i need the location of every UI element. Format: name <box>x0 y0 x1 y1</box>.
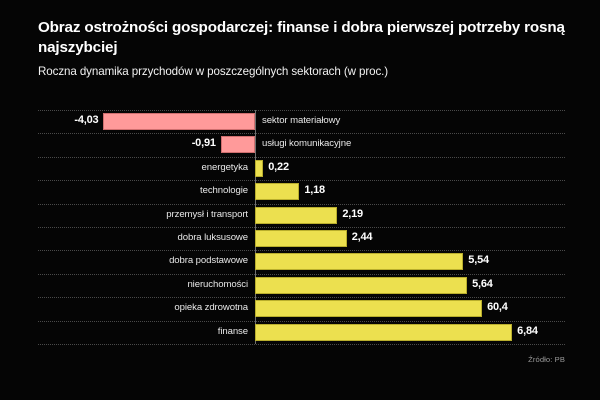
bar-value-label: 5,54 <box>468 254 489 267</box>
category-label: nieruchomości <box>187 278 248 290</box>
bar-dobra-podstawowe[interactable] <box>255 253 464 271</box>
chart-bar-row[interactable]: dobra luksusowe 2,44 <box>38 227 565 250</box>
chart-bar-row[interactable]: finanse 6,84 <box>38 321 565 344</box>
chart-header: Obraz ostrożności gospodarczej: finanse … <box>38 18 568 80</box>
chart-bar-row[interactable]: sektor materiałowy -4,03 <box>38 110 565 133</box>
bar-value-label: -4,03 <box>74 114 99 126</box>
category-label: energetyka <box>201 161 249 173</box>
bar-usługi-komunikacyjne[interactable] <box>220 136 255 154</box>
gridline <box>38 250 565 252</box>
bar-value-label: 0,22 <box>268 160 289 173</box>
bar-value-label: 1,18 <box>304 184 325 197</box>
chart-bar-row[interactable]: usługi komunikacyjne -0,91 <box>38 133 565 156</box>
bar-chart-plot-area: sektor materiałowy -4,03 usługi komunikacy… <box>38 110 565 345</box>
category-label: opieka zdrowotna <box>174 302 248 314</box>
bar-sektor-materiałowy[interactable] <box>103 113 255 130</box>
bar-value-label: 2,19 <box>342 207 363 220</box>
category-label: dobra luksusowe <box>177 232 249 243</box>
bar-technologie[interactable] <box>255 183 300 201</box>
gridline <box>38 273 565 275</box>
bar-value-label: -0,91 <box>191 137 216 150</box>
bar-value-label: 60,4 <box>487 301 508 314</box>
category-label: usługi komunikacyjne <box>262 138 352 150</box>
gridline <box>38 297 565 299</box>
bar-opieka-zdrowotna[interactable] <box>255 300 483 318</box>
chart-bar-row[interactable]: energetyka 0,22 <box>38 157 565 180</box>
gridline <box>38 133 565 135</box>
chart-bar-row[interactable]: technologie 1,18 <box>38 180 565 203</box>
page-title: Obraz ostrożności gospodarczej: finanse … <box>38 19 565 57</box>
bar-przemysł-i-transport[interactable] <box>255 206 338 224</box>
bar-energetyka[interactable] <box>255 159 264 177</box>
chart-bar-row[interactable]: przemysł i transport 2,19 <box>38 204 565 227</box>
chart-subtitle: Roczna dynamika przychodów w poszczególn… <box>38 65 389 79</box>
gridline <box>38 156 565 158</box>
gridline <box>38 344 565 345</box>
source-note: Źródło: PB <box>528 355 565 364</box>
gridline <box>38 110 565 111</box>
gridline <box>38 227 565 228</box>
gridline <box>38 180 565 182</box>
gridline <box>38 320 565 322</box>
bar-value-label: 6,84 <box>517 324 538 337</box>
category-label: przemysł i transport <box>166 208 248 220</box>
chart-bar-row[interactable]: dobra podstawowe 5,54 <box>38 250 565 273</box>
bar-value-label: 2,44 <box>351 231 373 243</box>
gridline <box>38 203 565 205</box>
category-label: sektor materiałowy <box>262 115 341 126</box>
category-label: technologie <box>200 185 248 197</box>
category-label: finanse <box>217 325 248 337</box>
bar-dobra-luksusowe[interactable] <box>255 230 347 247</box>
bar-value-label: 5,64 <box>472 277 493 290</box>
chart-bar-row[interactable]: opieka zdrowotna 60,4 <box>38 297 565 320</box>
bar-finanse[interactable] <box>255 323 513 341</box>
bar-nieruchomości[interactable] <box>255 276 468 294</box>
category-label: dobra podstawowe <box>169 255 248 267</box>
chart-bar-row[interactable]: nieruchomości 5,64 <box>38 274 565 297</box>
